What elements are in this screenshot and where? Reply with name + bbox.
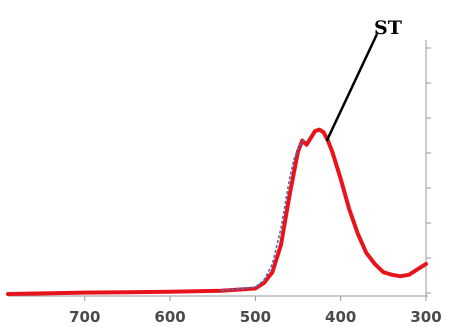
x-tick-label: 700 xyxy=(69,308,100,326)
tick-label-layer: 700 600 500 400 300 xyxy=(69,308,442,326)
series-line-overlay xyxy=(221,138,308,292)
axis-layer xyxy=(8,40,431,301)
annotation-label: ST xyxy=(374,17,402,39)
annotation-leader-line xyxy=(325,33,379,142)
annotation-layer: ST xyxy=(325,17,402,142)
x-tick-label: 400 xyxy=(325,308,356,326)
x-tick-label: 600 xyxy=(154,308,185,326)
series-line-main xyxy=(6,127,428,296)
x-tick-label: 300 xyxy=(410,308,441,326)
x-tick-label: 500 xyxy=(240,308,271,326)
series-layer xyxy=(6,127,428,296)
